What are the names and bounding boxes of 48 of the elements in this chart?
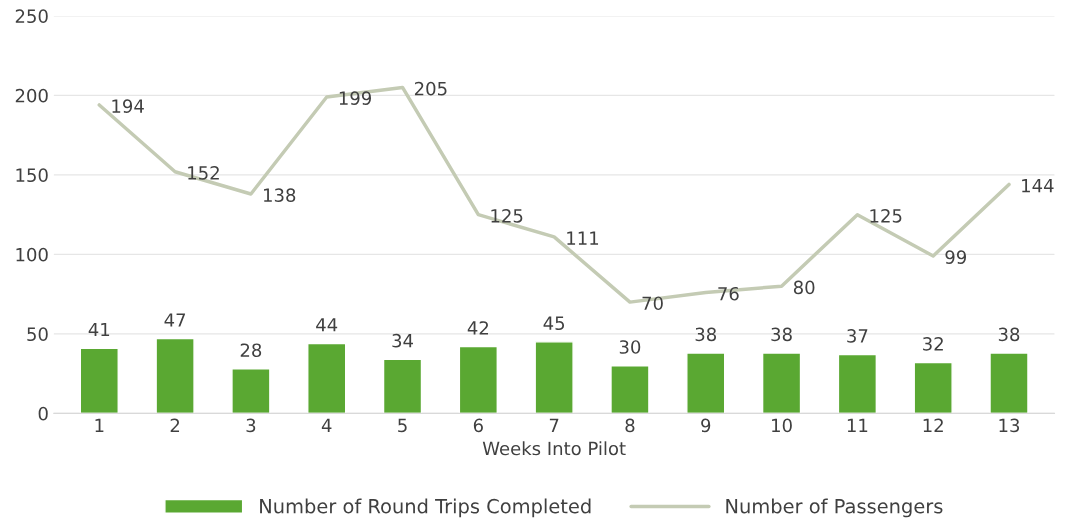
- y-tick-label: 250: [15, 9, 48, 24]
- data-label: 34: [392, 333, 413, 348]
- data-label: 194: [112, 99, 144, 113]
- data-label: 144: [1022, 179, 1054, 193]
- data-label: 99: [945, 250, 966, 265]
- data-label: 38: [998, 327, 1020, 342]
- x-tick-label: 11: [847, 418, 868, 432]
- data-label: 138: [264, 188, 296, 202]
- data-label: 42: [467, 321, 489, 335]
- data-label: 47: [164, 313, 186, 327]
- data-label: 111: [567, 231, 599, 245]
- x-tick-label: 12: [923, 418, 943, 432]
- data-label: 38: [771, 327, 792, 342]
- data-label: 205: [414, 81, 447, 96]
- x-tick-label: 8: [625, 418, 635, 433]
- data-label: 32: [923, 337, 943, 351]
- x-tick-label: 6: [473, 418, 483, 433]
- data-label: 80: [793, 280, 815, 295]
- data-label: 37: [847, 329, 868, 343]
- data-label: 125: [491, 209, 523, 223]
- data-label: 38: [695, 327, 717, 342]
- x-tick-label: 5: [398, 418, 407, 433]
- data-label: 152: [188, 166, 219, 180]
- x-tick-label: 13: [999, 418, 1020, 433]
- y-tick-label: 200: [15, 88, 48, 103]
- x-tick-label: 2: [170, 418, 180, 432]
- data-label: 41: [88, 322, 110, 337]
- data-label: 125: [870, 209, 902, 223]
- data-label: 45: [543, 316, 565, 331]
- legend-label: Number of Passengers: [726, 498, 943, 518]
- y-tick-label: 100: [16, 247, 48, 262]
- data-label: 199: [339, 91, 372, 106]
- x-tick-label: 10: [772, 418, 792, 433]
- y-tick-label: 150: [16, 168, 48, 183]
- x-tick-label: 1: [95, 418, 104, 432]
- x-axis-title: Weeks Into Pilot: [482, 441, 626, 456]
- data-label: 76: [718, 286, 739, 301]
- y-tick-label: 0: [38, 406, 48, 421]
- data-label: 28: [240, 343, 262, 358]
- legend-label: Number of Round Trips Completed: [260, 498, 591, 518]
- x-tick-label: 3: [246, 418, 256, 433]
- y-tick-label: 50: [27, 327, 48, 342]
- x-tick-label: 7: [549, 418, 559, 432]
- data-label: 44: [316, 318, 338, 332]
- x-tick-label: 9: [701, 418, 711, 433]
- data-label: 70: [642, 296, 663, 311]
- data-label: 30: [619, 340, 641, 354]
- x-tick-label: 4: [321, 418, 332, 432]
